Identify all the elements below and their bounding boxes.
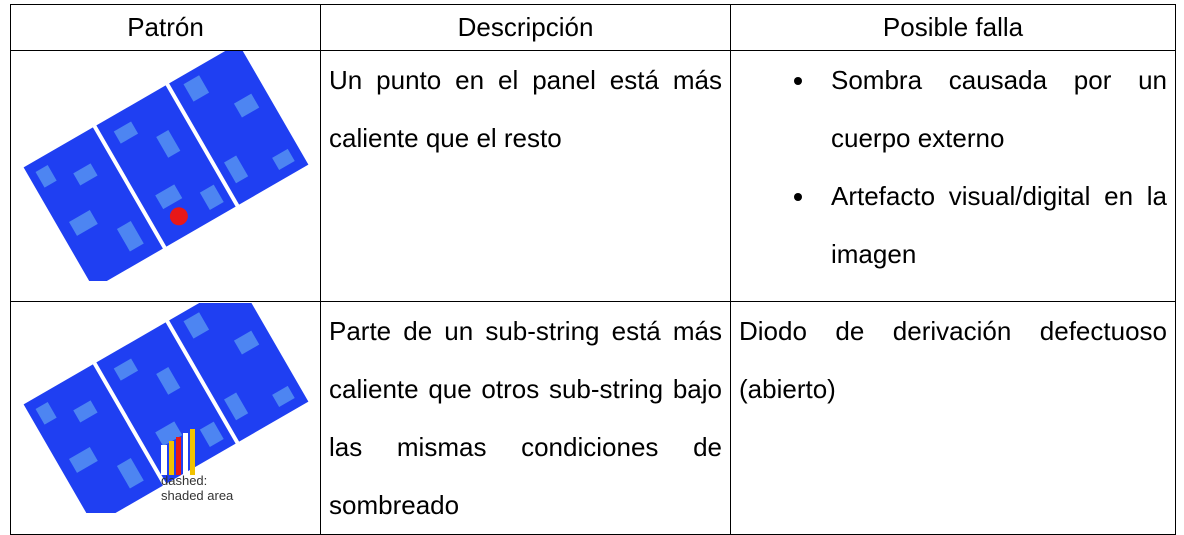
header-cell: Patrón: [10, 4, 321, 51]
header-cell: Descripción: [320, 4, 731, 51]
row: Un punto en el panel está más caliente q…: [10, 43, 1176, 302]
header-cell: Posible falla: [730, 4, 1176, 51]
failure-list: Sombra causada por un cuerpo externo Art…: [739, 51, 1167, 283]
pattern-cell: [10, 43, 321, 302]
failure-item: Sombra causada por un cuerpo externo: [817, 51, 1167, 167]
failure: Diodo de derivación defectuoso (abierto): [730, 301, 1176, 535]
panel: [23, 43, 308, 289]
panel-image: dashed: shaded area: [23, 280, 308, 526]
row: dashed: shaded area Parte de un sub-stri…: [10, 280, 1176, 535]
failure-item: Artefacto visual/digital en la imagen: [817, 167, 1167, 283]
description: Un punto en el panel está más caliente q…: [320, 50, 731, 302]
page: Patrón Descripción Posible falla Un punt…: [0, 0, 1184, 509]
shaded-area: [160, 429, 195, 475]
image-label: shaded area: [161, 488, 234, 503]
description: Parte de un sub-string está más caliente…: [320, 301, 731, 535]
image-label: dashed:: [161, 473, 207, 488]
failures: Sombra causada por un cuerpo externo Art…: [730, 50, 1176, 302]
hot-spot: [169, 207, 188, 226]
table: Patrón Descripción Posible falla Un punt…: [10, 4, 1176, 535]
header-row: Patrón Descripción Posible falla: [10, 4, 1176, 51]
panel-image: [23, 43, 308, 289]
pattern-cell: dashed: shaded area: [10, 280, 321, 535]
